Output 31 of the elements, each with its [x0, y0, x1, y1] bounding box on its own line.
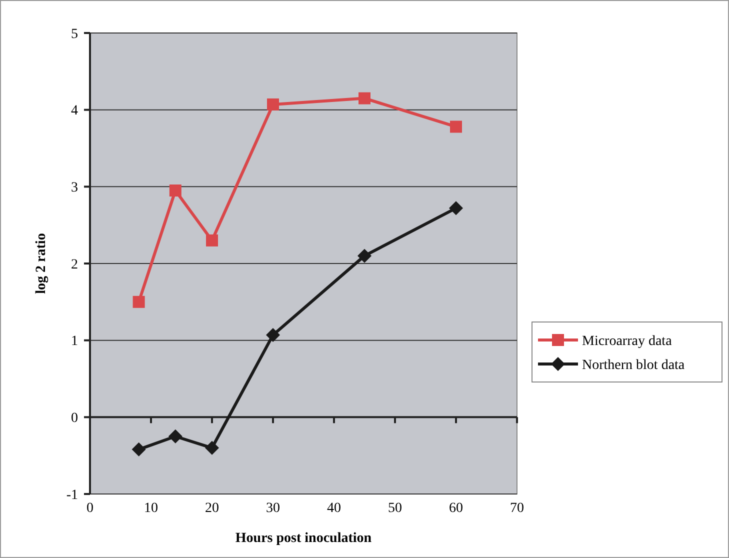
point	[358, 248, 372, 263]
x-tick-label: 60	[449, 501, 463, 516]
point	[168, 429, 182, 444]
y-tick-label: 5	[71, 26, 78, 42]
point	[449, 201, 463, 216]
y-tick-label: -1	[66, 488, 78, 503]
y-axis-title: log 2 ratio	[34, 233, 49, 294]
y-tick-label: 1	[71, 334, 78, 350]
legend-label: Northern blot data	[582, 358, 686, 373]
x-tick-label: 10	[144, 501, 158, 516]
y-tick-label: 3	[71, 180, 78, 196]
point	[132, 296, 145, 308]
legend-label: Microarray data	[582, 334, 673, 349]
x-tick-label: 40	[327, 501, 341, 516]
y-tick-label: 0	[71, 411, 78, 426]
x-tick-label: 20	[205, 501, 219, 516]
point	[205, 440, 219, 455]
point	[169, 184, 182, 197]
point	[358, 92, 370, 104]
point	[206, 234, 218, 246]
x-tick-label: 70	[510, 501, 524, 516]
point	[450, 120, 462, 133]
y-tick-label: 2	[71, 257, 78, 272]
x-axis-title: Hours post inoculation	[235, 531, 372, 546]
y-tick-label: 4	[71, 104, 78, 119]
x-tick-label: 0	[86, 501, 94, 516]
point	[132, 442, 146, 456]
x-tick-label: 50	[388, 501, 402, 516]
point	[267, 98, 279, 110]
x-tick-label: 30	[266, 501, 280, 516]
point	[266, 328, 280, 342]
